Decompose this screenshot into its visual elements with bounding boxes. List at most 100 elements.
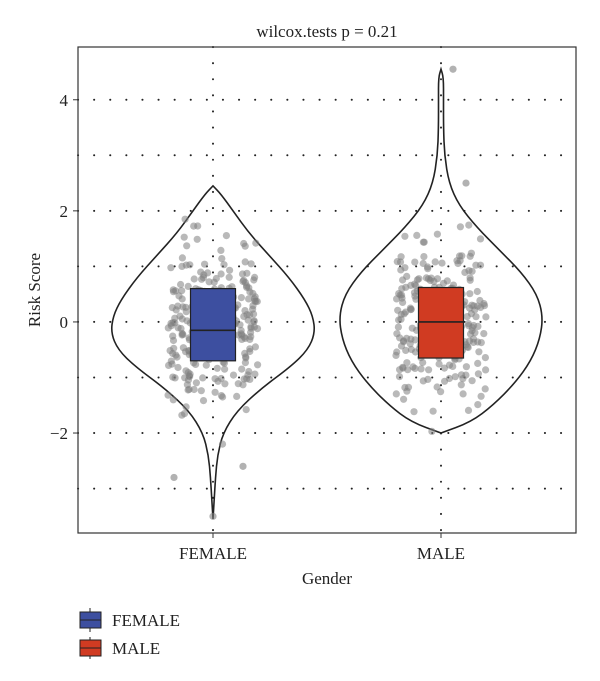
data-point bbox=[185, 385, 193, 393]
data-point bbox=[481, 354, 489, 362]
data-point bbox=[399, 298, 407, 306]
data-point bbox=[167, 322, 175, 330]
data-point bbox=[169, 373, 177, 381]
data-point bbox=[429, 407, 437, 415]
data-point bbox=[245, 295, 253, 303]
data-point bbox=[431, 258, 439, 266]
violin-female bbox=[110, 184, 316, 520]
data-point bbox=[241, 307, 249, 315]
data-point bbox=[182, 403, 190, 411]
data-point bbox=[220, 261, 228, 269]
data-point bbox=[463, 343, 471, 351]
data-point bbox=[190, 275, 198, 283]
data-point bbox=[468, 377, 476, 385]
data-point bbox=[241, 359, 249, 367]
data-point bbox=[246, 335, 254, 343]
data-point bbox=[457, 381, 465, 389]
data-point bbox=[240, 375, 248, 383]
data-point bbox=[476, 261, 485, 269]
legend-label-female: FEMALE bbox=[112, 611, 180, 630]
legend-item-male: MALE bbox=[79, 637, 160, 659]
data-point bbox=[445, 361, 454, 369]
data-point bbox=[240, 239, 248, 248]
data-point bbox=[424, 263, 432, 271]
plot-border bbox=[77, 46, 577, 534]
data-point bbox=[211, 388, 219, 396]
data-point bbox=[233, 392, 241, 400]
data-point bbox=[392, 351, 400, 359]
data-point bbox=[470, 302, 478, 310]
data-point bbox=[167, 357, 175, 365]
data-point bbox=[170, 473, 178, 482]
data-point bbox=[393, 330, 401, 338]
data-point bbox=[250, 295, 259, 303]
data-point bbox=[456, 223, 464, 231]
data-point bbox=[462, 363, 470, 371]
data-point bbox=[394, 323, 402, 331]
data-point bbox=[451, 373, 459, 381]
data-point bbox=[241, 258, 249, 266]
data-point bbox=[212, 274, 220, 283]
data-point bbox=[240, 333, 248, 341]
data-point bbox=[407, 335, 415, 343]
grid-lines bbox=[77, 46, 577, 534]
violins bbox=[110, 66, 543, 520]
data-point bbox=[462, 179, 470, 187]
data-point bbox=[466, 276, 474, 284]
data-point bbox=[480, 302, 489, 310]
data-point bbox=[184, 369, 192, 377]
data-point bbox=[401, 232, 409, 240]
data-point bbox=[482, 313, 490, 321]
legend: FEMALE MALE bbox=[79, 608, 180, 659]
data-point bbox=[413, 276, 422, 284]
data-point bbox=[218, 255, 226, 263]
data-point bbox=[221, 365, 229, 373]
data-point bbox=[199, 397, 208, 405]
x-tick-label: MALE bbox=[417, 544, 465, 563]
data-point bbox=[410, 408, 418, 416]
data-point bbox=[225, 273, 233, 281]
data-point bbox=[480, 330, 488, 338]
data-point bbox=[226, 266, 234, 274]
data-point bbox=[435, 360, 443, 368]
data-point bbox=[476, 296, 484, 305]
y-tick-label: 4 bbox=[60, 91, 69, 110]
data-point bbox=[199, 374, 207, 382]
data-point bbox=[180, 410, 189, 418]
data-point bbox=[238, 365, 246, 373]
data-point bbox=[419, 238, 427, 246]
data-point bbox=[465, 221, 473, 229]
data-point bbox=[246, 345, 254, 353]
data-point bbox=[249, 305, 257, 313]
data-point bbox=[401, 383, 409, 392]
violin-male bbox=[339, 66, 543, 434]
data-point bbox=[464, 320, 472, 328]
chart-title: wilcox.tests p = 0.21 bbox=[256, 22, 397, 41]
data-point bbox=[169, 396, 177, 404]
data-point bbox=[407, 306, 415, 314]
data-point bbox=[467, 249, 475, 257]
data-point bbox=[180, 233, 188, 241]
data-point bbox=[183, 242, 191, 250]
data-point bbox=[167, 264, 175, 272]
y-tick-label: 0 bbox=[60, 313, 69, 332]
data-point bbox=[237, 294, 245, 302]
data-point bbox=[395, 373, 404, 381]
data-point bbox=[417, 365, 425, 373]
data-point bbox=[413, 231, 421, 239]
data-point bbox=[174, 363, 182, 372]
data-point bbox=[177, 324, 185, 333]
data-point bbox=[197, 268, 205, 276]
data-point bbox=[464, 406, 473, 414]
data-point bbox=[192, 379, 200, 387]
data-point bbox=[199, 274, 207, 282]
data-point bbox=[168, 304, 176, 312]
data-point bbox=[400, 395, 408, 403]
data-point bbox=[170, 344, 178, 352]
data-point bbox=[481, 385, 489, 393]
data-point bbox=[222, 232, 230, 240]
data-point bbox=[476, 235, 485, 243]
data-point bbox=[194, 222, 202, 230]
data-point bbox=[182, 308, 190, 316]
